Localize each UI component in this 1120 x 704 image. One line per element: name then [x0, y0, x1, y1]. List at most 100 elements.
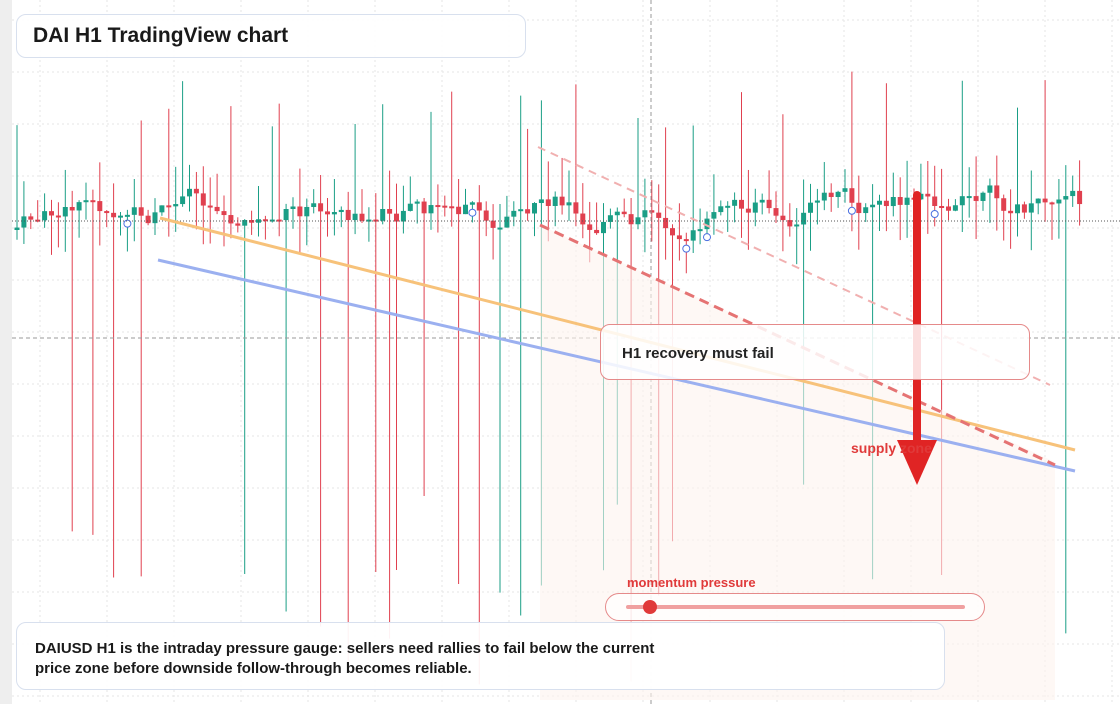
candle-body: [469, 202, 475, 205]
candle-body: [649, 210, 655, 213]
candle-body: [366, 219, 372, 222]
candle-body: [545, 199, 551, 206]
candle-body: [394, 213, 399, 222]
candle-body: [1077, 190, 1083, 205]
candle-body: [552, 196, 558, 206]
candle-body: [1056, 199, 1062, 204]
candle-body: [214, 206, 220, 212]
candle-body: [456, 206, 462, 215]
candle-body: [676, 235, 682, 240]
candle-body: [628, 214, 634, 225]
candle-body: [131, 207, 137, 215]
candle-body: [221, 211, 227, 216]
candle-body: [656, 212, 662, 218]
candle-body: [145, 215, 151, 224]
candle-body: [62, 206, 68, 217]
candle-body: [435, 205, 441, 208]
candle-body: [1008, 210, 1014, 214]
candle-body: [290, 206, 296, 210]
candle-body: [97, 201, 103, 212]
signal-dot: [682, 244, 691, 253]
candle-body: [407, 203, 413, 211]
trend-red: [539, 223, 1056, 467]
candle-body: [283, 209, 289, 221]
candle-body: [442, 205, 448, 208]
candle-body: [573, 202, 579, 214]
candle-body: [55, 215, 61, 218]
title: DAI H1 TradingView chart: [33, 24, 289, 47]
candle-body: [511, 210, 517, 217]
candle-body: [28, 216, 34, 220]
candle-body: [207, 205, 213, 208]
candle-body: [118, 215, 123, 218]
gauge-box: [605, 593, 985, 621]
candle-body: [83, 200, 89, 203]
candle-body: [621, 211, 627, 215]
candle-body: [345, 209, 351, 221]
candle-body: [1021, 204, 1027, 213]
candle-body: [766, 199, 772, 209]
signal-dot: [468, 208, 477, 217]
candle-body: [497, 227, 503, 230]
candle-body: [835, 191, 841, 198]
candle-body: [587, 224, 593, 230]
candle-body: [1015, 204, 1020, 214]
candle-body: [870, 204, 876, 208]
candle-body: [670, 228, 675, 236]
left-edge: [0, 0, 12, 704]
candle-body: [959, 196, 965, 206]
candle-body: [338, 209, 344, 213]
candle-body: [249, 220, 255, 223]
candle-body: [663, 217, 669, 229]
candle-body: [808, 202, 813, 213]
candle-body: [35, 219, 41, 222]
callout-box: H1 recovery must fail: [600, 324, 1030, 380]
callout: H1 recovery must fail: [622, 345, 774, 362]
candle-body: [69, 206, 75, 211]
candle-body: [718, 206, 724, 213]
candle-body: [124, 214, 130, 217]
candle-body: [152, 212, 158, 224]
gauge: [626, 600, 965, 614]
signal-dot: [847, 206, 856, 215]
candle-body: [711, 212, 717, 219]
candle-body: [690, 230, 696, 241]
candle-body: [980, 192, 986, 201]
candle-body: [752, 202, 758, 213]
candle-body: [414, 201, 420, 204]
candle-body: [773, 208, 779, 216]
zone-label: supply zone: [851, 440, 932, 456]
signal-dot: [930, 210, 939, 219]
candle-body: [476, 202, 482, 211]
candle-body: [745, 208, 751, 213]
candle-body: [635, 217, 641, 225]
candle-body: [642, 210, 648, 218]
candle-body: [883, 200, 889, 207]
candle-body: [173, 204, 179, 207]
candle-body: [352, 213, 358, 221]
trend-pink: [537, 146, 1051, 386]
candle-body: [380, 209, 386, 221]
candle-body: [697, 229, 703, 232]
candle-body: [21, 216, 27, 228]
candle-body: [856, 202, 862, 214]
candle-body: [683, 239, 689, 242]
candle-body: [1070, 190, 1076, 197]
candle-body: [828, 192, 834, 198]
candle-body: [580, 213, 586, 225]
candle-body: [159, 205, 165, 213]
candle-body: [1063, 196, 1069, 200]
candle-body: [428, 205, 434, 214]
candle-body: [311, 203, 317, 207]
candle-body: [42, 211, 48, 221]
candle-body: [166, 205, 172, 208]
candle-body: [1028, 203, 1034, 213]
candle-body: [14, 227, 20, 230]
candle-body: [180, 196, 186, 205]
candle-body: [421, 201, 427, 214]
footer-box: DAIUSD H1 is the intraday pressure gauge…: [16, 622, 945, 690]
candle-body: [297, 206, 303, 217]
candle-body: [559, 196, 565, 206]
candle-body: [304, 206, 310, 217]
